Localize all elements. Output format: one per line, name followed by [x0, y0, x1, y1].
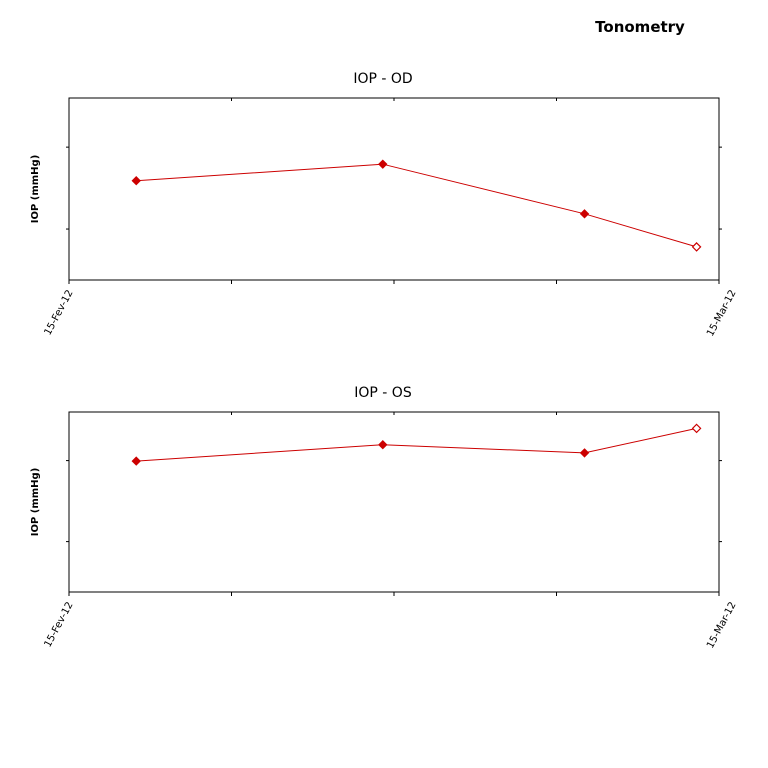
x-tick-label-start: 15-Fev-12	[43, 600, 76, 649]
data-point	[579, 209, 590, 219]
y-axis-label: IOP (mmHg)	[30, 155, 41, 224]
x-tick-label-end: 15-Mar-12	[705, 600, 739, 650]
data-point	[691, 423, 702, 434]
page-title: Tonometry	[595, 18, 685, 36]
data-point	[378, 440, 388, 450]
chart-iop-os: IOP - OS IOP (mmHg) 15-Fev-12 15-Mar-12	[30, 385, 739, 650]
data-point	[691, 242, 702, 252]
chart-title: IOP - OD	[353, 71, 412, 87]
y-axis-label: IOP (mmHg)	[30, 468, 41, 537]
x-tick-label-end: 15-Mar-12	[705, 288, 739, 338]
plot-frame	[68, 411, 720, 593]
x-tick-label-start: 15-Fev-12	[43, 288, 76, 337]
series	[131, 159, 702, 252]
axis-ticks	[66, 412, 722, 596]
axis-ticks	[66, 98, 722, 284]
series-line	[136, 163, 697, 248]
plot-frame	[68, 97, 720, 281]
series-line	[136, 427, 697, 462]
data-point	[131, 456, 141, 466]
data-point	[131, 176, 141, 186]
chart-iop-od: IOP - OD IOP (mmHg) 15-Fev-12 15-Mar-12	[30, 71, 739, 338]
chart-title: IOP - OS	[354, 385, 412, 401]
series	[131, 423, 702, 466]
data-point	[378, 159, 388, 169]
data-point	[579, 448, 590, 458]
